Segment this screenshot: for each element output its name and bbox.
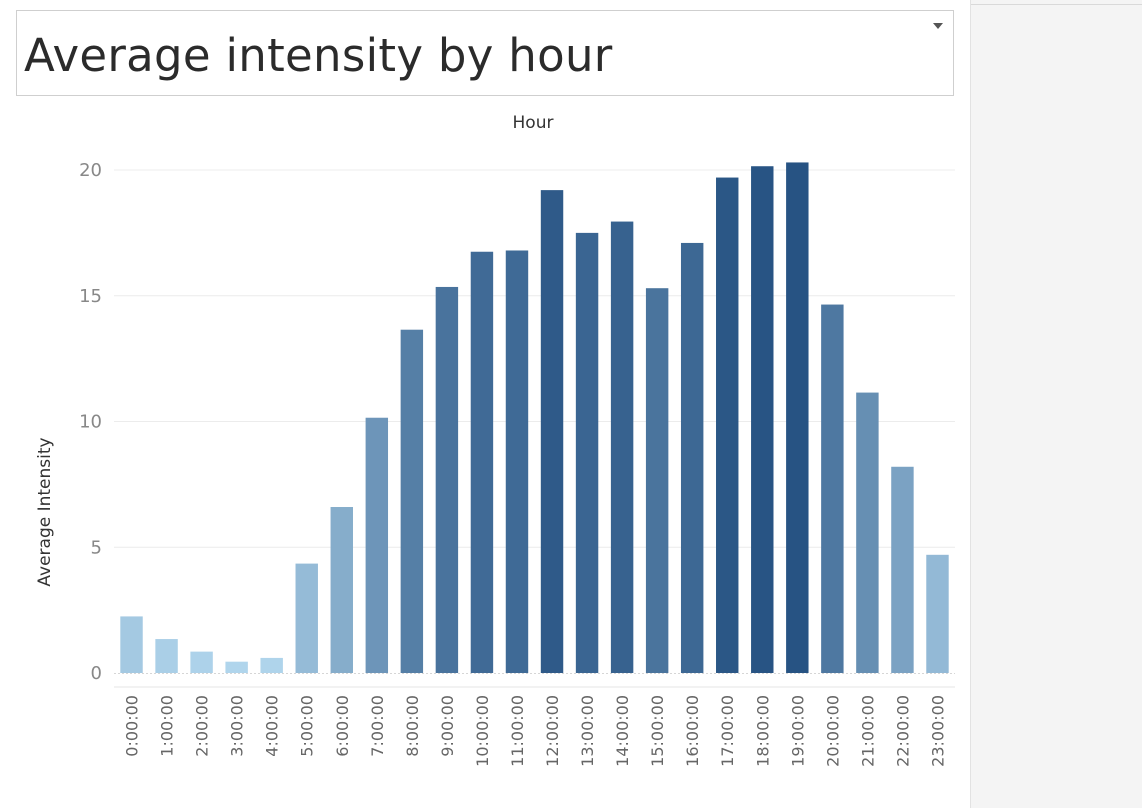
- bar-3-00-00[interactable]: [225, 661, 248, 673]
- dropdown-arrow-icon[interactable]: [933, 23, 943, 29]
- column-header-label: Hour: [513, 113, 554, 133]
- x-tick-label: 16:00:00: [683, 695, 702, 767]
- x-tick-label: 10:00:00: [473, 695, 492, 767]
- page-title: Average intensity by hour: [24, 29, 613, 82]
- bar-9-00-00[interactable]: [435, 286, 459, 673]
- bar-5-00-00[interactable]: [295, 563, 318, 673]
- x-tick-label: 0:00:00: [123, 695, 142, 757]
- x-tick-label: 11:00:00: [508, 695, 527, 767]
- title-container: Average intensity by hour: [16, 10, 954, 96]
- x-tick-label: 2:00:00: [193, 695, 212, 757]
- x-tick-label: 12:00:00: [543, 695, 562, 767]
- y-tick-labels: 0 5 10 15 20: [79, 160, 102, 684]
- x-tick-label: 19:00:00: [788, 695, 807, 767]
- bar-17-00-00[interactable]: [716, 177, 739, 674]
- y-tick-label: 15: [79, 286, 102, 307]
- x-tick-labels: 0:00:00 1:00:00 2:00:00 3:00:00 4:00:00 5:00:…: [123, 695, 948, 767]
- x-tick-label: 8:00:00: [403, 695, 422, 757]
- x-tick-label: 13:00:00: [578, 695, 597, 767]
- bar-4-00-00[interactable]: [260, 657, 283, 673]
- bar-14-00-00[interactable]: [610, 221, 634, 673]
- bar-1-00-00[interactable]: [155, 639, 178, 673]
- x-tick-label: 9:00:00: [438, 695, 457, 757]
- bar-12-00-00[interactable]: [540, 190, 564, 673]
- bar-20-00-00[interactable]: [821, 304, 844, 673]
- bar-0-00-00[interactable]: [120, 616, 143, 673]
- grid-lines: [114, 169, 955, 688]
- y-axis-label: Average Intensity: [35, 437, 55, 586]
- x-tick-label: 3:00:00: [228, 695, 247, 757]
- x-tick-label: 20:00:00: [823, 695, 842, 767]
- x-tick-label: 17:00:00: [718, 695, 737, 767]
- bar-15-00-00[interactable]: [645, 288, 669, 673]
- bar-23-00-00[interactable]: [926, 554, 949, 673]
- chart-area: 0 5 10 15 20 0:00:00 1:00:00 2:00:00 3:00:00 4:0…: [0, 100, 970, 808]
- bar-18-00-00[interactable]: [751, 166, 774, 673]
- x-tick-label: 18:00:00: [753, 695, 772, 767]
- x-tick-label: 1:00:00: [158, 695, 177, 757]
- bars: [120, 162, 949, 674]
- bar-21-00-00[interactable]: [856, 392, 879, 673]
- bar-8-00-00[interactable]: [400, 329, 424, 673]
- x-tick-label: 21:00:00: [858, 695, 877, 767]
- bar-22-00-00[interactable]: [891, 466, 914, 673]
- bar-7-00-00[interactable]: [365, 417, 389, 673]
- x-tick-label: 5:00:00: [298, 695, 317, 757]
- bar-6-00-00[interactable]: [330, 507, 353, 673]
- y-tick-label: 20: [79, 160, 102, 181]
- bar-11-00-00[interactable]: [505, 250, 529, 674]
- bar-19-00-00[interactable]: [786, 162, 809, 673]
- bar-10-00-00[interactable]: [470, 251, 494, 674]
- x-tick-label: 4:00:00: [263, 695, 282, 757]
- bar-2-00-00[interactable]: [190, 651, 213, 673]
- y-tick-label: 10: [79, 412, 102, 433]
- bar-16-00-00[interactable]: [680, 242, 704, 673]
- x-tick-label: 6:00:00: [333, 695, 352, 757]
- side-panel: [970, 0, 1142, 808]
- bar-chart: 0 5 10 15 20 0:00:00 1:00:00 2:00:00 3:00:00 4:0…: [35, 113, 955, 767]
- x-tick-label: 7:00:00: [368, 695, 387, 757]
- x-tick-label: 22:00:00: [893, 695, 912, 767]
- panel-divider: [971, 4, 1142, 5]
- x-tick-label: 15:00:00: [648, 695, 667, 767]
- bar-13-00-00[interactable]: [575, 232, 599, 674]
- x-tick-label: 23:00:00: [928, 695, 947, 767]
- x-tick-label: 14:00:00: [613, 695, 632, 767]
- y-tick-label: 5: [91, 537, 102, 558]
- y-tick-label: 0: [91, 663, 102, 684]
